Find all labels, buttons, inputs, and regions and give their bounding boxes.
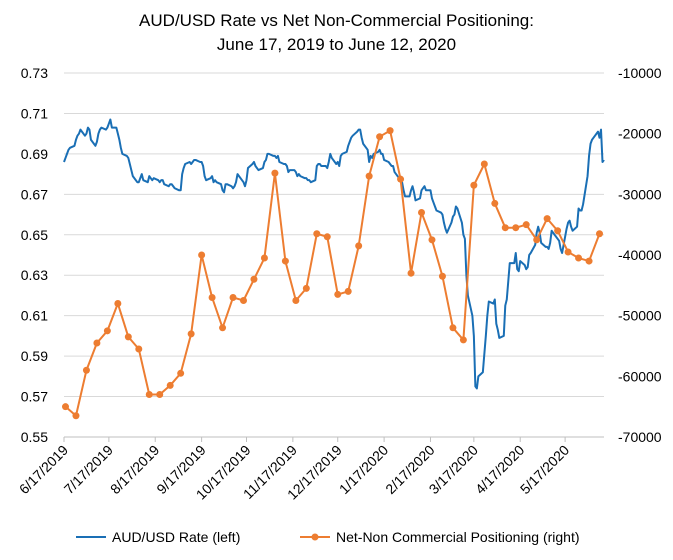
x-tick-label: 5/17/2020 (517, 442, 573, 498)
positioning-point (260, 254, 268, 262)
left-tick-label: 0.71 (21, 105, 48, 121)
positioning-point (208, 293, 216, 301)
positioning-point (93, 339, 101, 347)
positioning-point (302, 284, 310, 292)
chart-subtitle: June 17, 2019 to June 12, 2020 (217, 35, 456, 54)
positioning-point (177, 369, 185, 377)
positioning-point (114, 300, 122, 308)
positioning-point (156, 391, 164, 399)
x-axis: 6/17/20197/17/20198/17/20199/17/201910/1… (16, 436, 604, 503)
positioning-point (62, 403, 69, 411)
positioning-point (407, 269, 415, 277)
positioning-point (82, 366, 90, 374)
legend-label-positioning: Net-Non Commercial Positioning (right) (336, 529, 580, 545)
legend: AUD/USD Rate (left) Net-Non Commercial P… (76, 529, 580, 545)
positioning-point (543, 215, 551, 223)
positioning-point (292, 297, 300, 304)
right-tick-label: -30000 (618, 186, 662, 202)
positioning-point (344, 287, 352, 295)
aud-usd-rate-line (63, 118, 605, 390)
left-tick-label: 0.69 (21, 146, 48, 162)
positioning-point (198, 251, 206, 259)
right-tick-label: -60000 (618, 368, 662, 384)
positioning-point (428, 236, 436, 244)
positioning-point (187, 330, 195, 338)
right-axis-ticks: -70000 -60000 -50000 -40000 -30000 -20000 -100… (618, 65, 662, 445)
positioning-point (219, 324, 227, 332)
gridlines (64, 72, 604, 398)
positioning-point (418, 209, 426, 217)
right-tick-label: -70000 (618, 429, 662, 445)
positioning-point (124, 333, 132, 341)
left-tick-label: 0.73 (21, 65, 48, 81)
positioning-point (575, 254, 583, 262)
positioning-point (376, 133, 384, 141)
positioning-point (135, 345, 143, 353)
positioning-point (271, 169, 279, 177)
x-tick-label: 8/17/2019 (107, 442, 163, 498)
positioning-point (438, 272, 446, 280)
positioning-point (323, 233, 331, 241)
legend-marker-positioning (311, 533, 319, 541)
positioning-point (72, 412, 80, 420)
positioning-point (240, 297, 247, 304)
positioning-point (491, 199, 499, 207)
positioning-point (145, 391, 153, 399)
positioning-point (480, 160, 488, 168)
positioning-point (386, 127, 394, 135)
positioning-point (564, 248, 572, 256)
positioning-point (449, 324, 457, 332)
positioning-point (313, 230, 321, 238)
left-tick-label: 0.67 (21, 186, 48, 202)
left-axis-ticks: 0.55 0.57 0.59 0.61 0.63 0.65 0.67 0.69 0.71 0.73 (21, 65, 48, 445)
right-tick-label: -40000 (618, 247, 662, 263)
positioning-point (355, 242, 363, 250)
positioning-point (522, 221, 530, 229)
x-tick-label: 1/17/2020 (336, 442, 392, 498)
positioning-point (334, 290, 342, 298)
left-tick-label: 0.63 (21, 267, 48, 283)
left-tick-label: 0.61 (21, 308, 48, 324)
positioning-point (365, 172, 373, 180)
legend-label-aud: AUD/USD Rate (left) (112, 529, 240, 545)
left-tick-label: 0.59 (21, 348, 48, 364)
positioning-point (533, 236, 541, 244)
positioning-point (229, 293, 237, 301)
positioning-point (501, 224, 509, 232)
series-layer (62, 118, 605, 420)
right-tick-label: -10000 (618, 65, 662, 81)
positioning-point (281, 257, 289, 265)
right-tick-label: -50000 (618, 308, 662, 324)
positioning-point (512, 224, 520, 232)
positioning-point (250, 275, 258, 283)
net-positioning-line (64, 129, 601, 417)
left-tick-label: 0.55 (21, 429, 48, 445)
positioning-point (596, 230, 604, 238)
left-tick-label: 0.57 (21, 389, 48, 405)
right-tick-label: -20000 (618, 126, 662, 142)
positioning-point (397, 175, 405, 183)
positioning-point (585, 257, 593, 265)
positioning-point (554, 227, 562, 235)
positioning-point (470, 181, 478, 189)
positioning-point (459, 336, 467, 344)
chart-title: AUD/USD Rate vs Net Non-Commercial Posit… (139, 11, 534, 30)
x-tick-label: 7/17/2019 (61, 442, 117, 498)
positioning-point (166, 381, 174, 389)
positioning-point (103, 327, 111, 335)
left-tick-label: 0.65 (21, 227, 48, 243)
